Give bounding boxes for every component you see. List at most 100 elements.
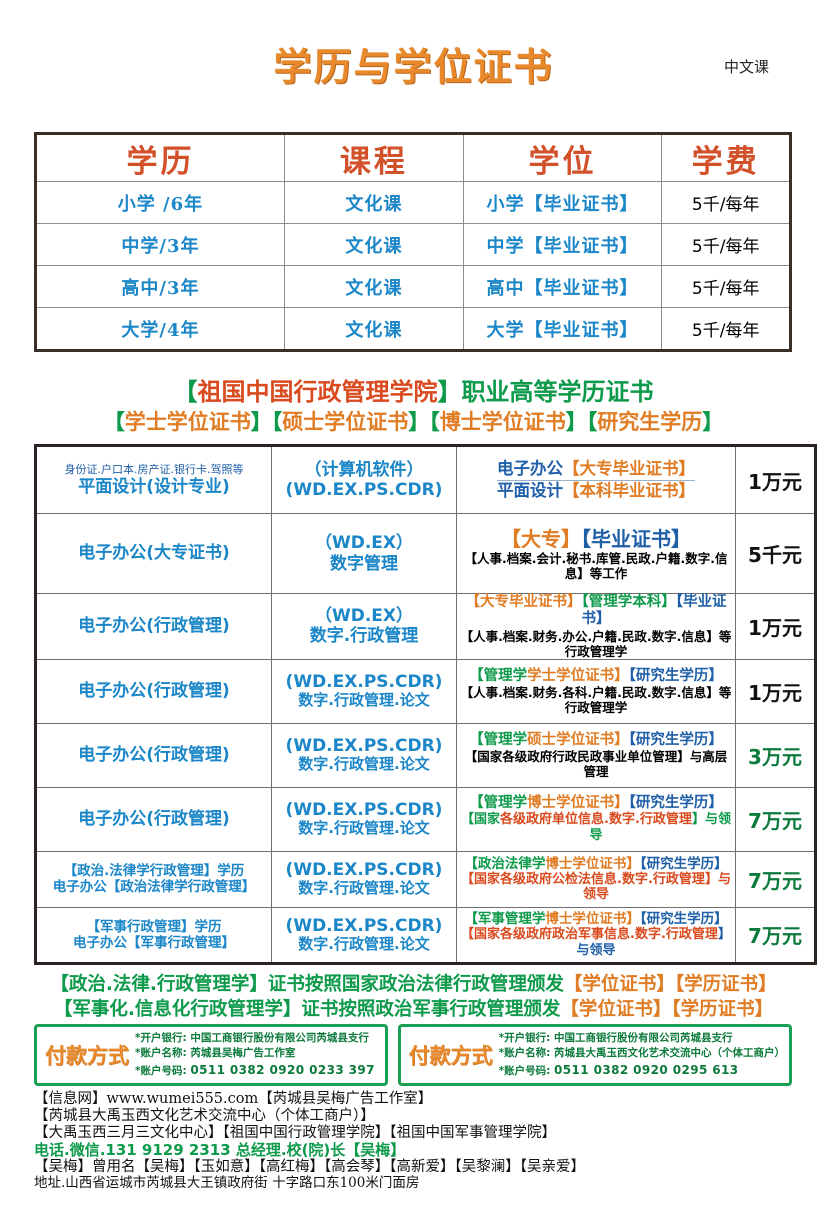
bank-label: *开户银行: [135,1032,187,1045]
degree-doctor: 博士学位证书 [439,410,566,434]
degree-bachelor: 学士学位证书 [124,410,251,434]
cell-education: 大学/4年 [35,307,285,351]
cell-program: 【军事行政管理】学历 电子办公【军事行政管理】 [35,906,272,964]
table-row: 高中/3年 文化课 高中【毕业证书】 5千/每年 [35,265,791,308]
cert-line-2: 【人事.档案.财务.办公.户籍.民政.数字.信息】等行政管理学 [460,628,732,659]
institute-name: 祖国中国行政管理学院 [197,378,438,406]
cell-software: (WD.EX.PS.CDR) 数字.行政管理.论文 [271,722,457,788]
banner-suffix: 职业高等学历证书 [461,378,654,406]
account-number-line: *账户号码: 0511 0382 0920 0295 613 [499,1062,785,1079]
bracket-open: 【 [586,410,598,434]
cell-education: 中学/3年 [35,223,285,266]
page-title: 学历与学位证书 [273,44,554,89]
degree-graduate: 研究生学历 [597,410,703,434]
cert-line-2: 【国家各级政府政治军事信息.数字.行政管理】与领导 [460,927,732,958]
footer-line-contact: 电话.微信.131 9129 2313 总经理.校(院)长【吴梅】 [34,1141,406,1159]
account-name-line: *账户名称: 芮城县吴梅广告工作室 [135,1046,375,1061]
cert-part: 博士学位证书】 [545,911,640,928]
cert-part: 【军事管理学 [464,911,546,928]
payment-box-left: 付款方式 *开户银行: 中国工商银行股份有限公司芮城县支行 *账户名称: 芮城县… [34,1024,388,1086]
cell-price: 1万元 [735,593,816,660]
software-note: （WD.EX） [314,606,414,627]
payment-label: 付款方式 [408,1044,493,1068]
payment-label: 付款方式 [45,1044,129,1068]
banner-institute: 【祖国中国行政管理学院】职业高等学历证书 [0,372,827,407]
bracket-open: 【 [103,410,125,434]
software-list: 数字.行政管理 [309,626,419,647]
account-name-label: *账户名称: [135,1047,187,1060]
cell-program: 电子办公(行政管理) [35,658,272,724]
software-note: (WD.EX.PS.CDR) [285,800,443,821]
cert-part: 【国家各级政府公检法信息.数字.行政管理 [461,871,705,887]
account-number-label: *账户号码: [498,1064,551,1077]
cell-certificate: 电子办公【大专毕业证书】 平面设计【本科毕业证书】 [456,445,736,514]
cert-part: 【国家 [461,812,501,828]
account-number-line: *账户号码: 0511 0382 0920 0233 397 [135,1062,375,1079]
table-row: 身份证.户口本.房产证.银行卡.驾照等 平面设计(设计专业) （计算机软件） (… [35,445,816,514]
cell-fee: 5千/每年 [661,181,791,224]
program-name: 电子办公(行政管理) [78,616,230,637]
cert-part: 【毕业证书】 [581,594,727,628]
table-row: 电子办公(行政管理) (WD.EX.PS.CDR) 数字.行政管理.论文 【管理… [35,722,816,788]
software-list: (WD.EX.PS.CDR) [285,480,443,500]
cell-fee: 5千/每年 [661,223,791,266]
program-name-line1: 【政治.法律学行政管理】学历 [63,863,245,880]
table-row: 电子办公(行政管理) (WD.EX.PS.CDR) 数字.行政管理.论文 【管理… [35,786,816,852]
cert-part: 【大专】 [501,526,581,551]
software-list: 数字.行政管理.论文 [298,819,430,838]
cert-line-2: 【国家各级政府单位信息.数字.行政管理】与领导 [460,812,732,843]
cert-part: 【大专毕业证书】 [465,594,582,610]
footer-line-center: 【芮城县大禹玉西文化艺术交流中心（个体工商户）】 [34,1108,375,1124]
bracket-close: 】 [702,410,724,434]
table-row: 电子办公(行政管理) (WD.EX.PS.CDR) 数字.行政管理.论文 【管理… [35,658,816,724]
program-price-table: 身份证.户口本.房产证.银行卡.驾照等 平面设计(设计专业) （计算机软件） (… [34,444,817,965]
cell-program: 电子办公(行政管理) [35,593,272,660]
cell-software: （计算机软件） (WD.EX.PS.CDR) [271,445,457,514]
cell-software: (WD.EX.PS.CDR) 数字.行政管理.论文 [271,906,457,964]
program-note: 身份证.户口本.房产证.银行卡.驾照等 [64,462,244,476]
table-row: 电子办公(行政管理) （WD.EX） 数字.行政管理 【大专毕业证书】【管理学本… [35,593,816,660]
footer-line-institutes: 【大禹玉西三月三文化中心】【祖国中国行政管理学院】【祖国中国军事管理学院】 [34,1125,556,1141]
notice-certificates: 【学位证书】【学历证书】 [563,974,777,995]
cert-part: 各级政府单位信息.数字.行政管理 [500,812,692,828]
cert-line-1: 电子办公【大专毕业证书】 [497,459,695,481]
payment-details-left: *开户银行: 中国工商银行股份有限公司芮城县支行 *账户名称: 芮城县吴梅广告工… [135,1031,375,1079]
account-name-value: 芮城县吴梅广告工作室 [190,1047,296,1060]
cert-part: 】与领导 [589,812,731,843]
cell-degree: 大学【毕业证书】 [462,307,663,351]
cell-price: 1万元 [735,658,816,724]
cell-course: 文化课 [283,265,464,308]
table-row: 【政治.法律学行政管理】学历 电子办公【政治法律学行政管理】 (WD.EX.PS… [35,850,816,908]
cell-fee: 5千/每年 [661,265,791,308]
software-note: （WD.EX） [314,533,414,554]
cell-program: 【政治.法律学行政管理】学历 电子办公【政治法律学行政管理】 [35,850,272,908]
bracket-close: 】 [408,410,430,434]
account-name-line: *账户名称: 芮城县大禹玉西文化艺术交流中心（个体工商户） [499,1046,785,1061]
cert-part: 【研究生学历】 [628,794,723,811]
cert-part: 【毕业证书】 [581,526,691,551]
software-list: 数字.行政管理.论文 [298,691,430,710]
poster-page: 学历与学位证书 中文课 学历 课程 学位 学费 小学 /6年 文化课 小学【毕业… [0,36,827,1205]
cell-course: 文化课 [283,307,464,351]
cell-certificate: 【大专毕业证书】【管理学本科】【毕业证书】 【人事.档案.财务.办公.户籍.民政… [456,593,736,660]
cert-part: 硕士学位证书】 [527,731,629,748]
cell-fee: 5千/每年 [661,307,791,351]
program-name-line2: 电子办公【政治法律学行政管理】 [52,879,256,896]
cert-part: 【管理学 [469,667,528,684]
cert-line-1: 【管理学学士学位证书】【研究生学历】 [460,668,732,685]
cell-price: 7万元 [735,906,816,964]
cell-price: 1万元 [735,445,816,514]
cell-software: (WD.EX.PS.CDR) 数字.行政管理.论文 [271,786,457,852]
payment-box-right: 付款方式 *开户银行: 中国工商银行股份有限公司芮城县支行 *账户名称: 芮城县… [397,1024,792,1086]
software-list: 数字.行政管理.论文 [298,755,430,774]
cell-degree: 高中【毕业证书】 [462,265,663,308]
cert-part: 【管理学本科】 [581,594,676,610]
notice-certificates: 【学位证书】【学历证书】 [560,999,774,1020]
notice-text: 【政治.法律.行政管理学】证书按照国家政治法律行政管理颁发 [50,974,564,995]
cell-education: 高中/3年 [35,265,285,308]
cell-price: 7万元 [735,850,816,908]
bank-value: 中国工商银行股份有限公司芮城县支行 [554,1032,733,1045]
cert-part: 【管理学 [469,794,528,811]
software-list: 数字.行政管理.论文 [298,879,430,898]
cert-part: 【管理学 [469,731,528,748]
